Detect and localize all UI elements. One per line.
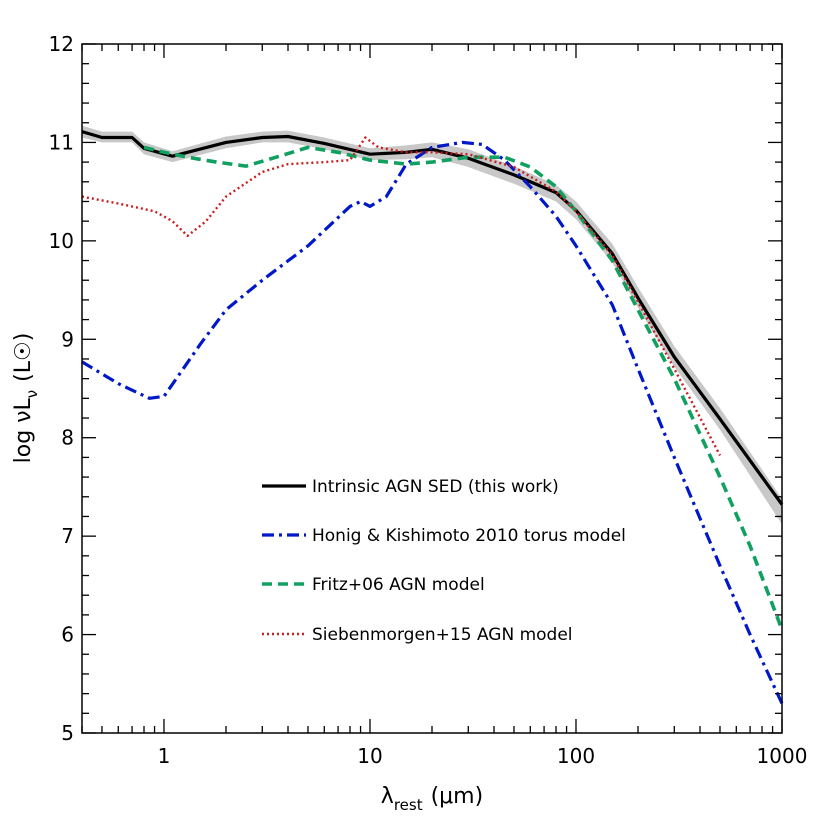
- legend-label-2: Honig & Kishimoto 2010 torus model: [312, 526, 626, 546]
- tick-layer: 5 6 7 8 9 10 11 12 1 10 100 1000: [49, 32, 808, 768]
- series-line-4: [81, 136, 722, 456]
- y-tick-label: 12: [49, 32, 74, 56]
- y-tick-label: 10: [49, 229, 74, 253]
- y-axis-label-main: log νL: [11, 397, 36, 463]
- x-axis-label-unit: (μm): [431, 784, 484, 809]
- y-tick-label: 8: [61, 426, 74, 450]
- series-line-2: [81, 140, 784, 705]
- x-axis-label-main: λ: [381, 784, 394, 809]
- y-tick-label: 9: [61, 327, 74, 351]
- x-tick-label: 1: [158, 744, 171, 768]
- series-layer: [81, 130, 784, 705]
- legend: Intrinsic AGN SED (this work) Honig & Kis…: [262, 477, 626, 645]
- legend-label-3: Fritz+06 AGN model: [312, 575, 485, 595]
- y-tick-label: 6: [61, 623, 74, 647]
- svg-text:log νLν(L☉): log νLν (L☉): [11, 333, 41, 464]
- y-axis-label-unit: (L☉): [11, 333, 36, 382]
- x-tick-label: 1000: [757, 744, 808, 768]
- x-tick-label: 100: [557, 744, 595, 768]
- legend-label-4: Siebenmorgen+15 AGN model: [312, 625, 573, 645]
- y-tick-label: 7: [61, 524, 74, 548]
- y-axis-label: log νLν (L☉): [11, 333, 41, 464]
- series-line-3: [143, 145, 784, 631]
- legend-label-1: Intrinsic AGN SED (this work): [312, 477, 559, 497]
- x-axis-label: λrest (μm): [381, 784, 483, 814]
- y-tick-label: 5: [61, 721, 74, 745]
- y-axis-label-sub: ν: [23, 390, 41, 398]
- series-line-1: [81, 130, 784, 506]
- x-axis-label-sub: rest: [394, 796, 423, 814]
- y-tick-label: 11: [49, 130, 74, 154]
- x-tick-label: 10: [357, 744, 382, 768]
